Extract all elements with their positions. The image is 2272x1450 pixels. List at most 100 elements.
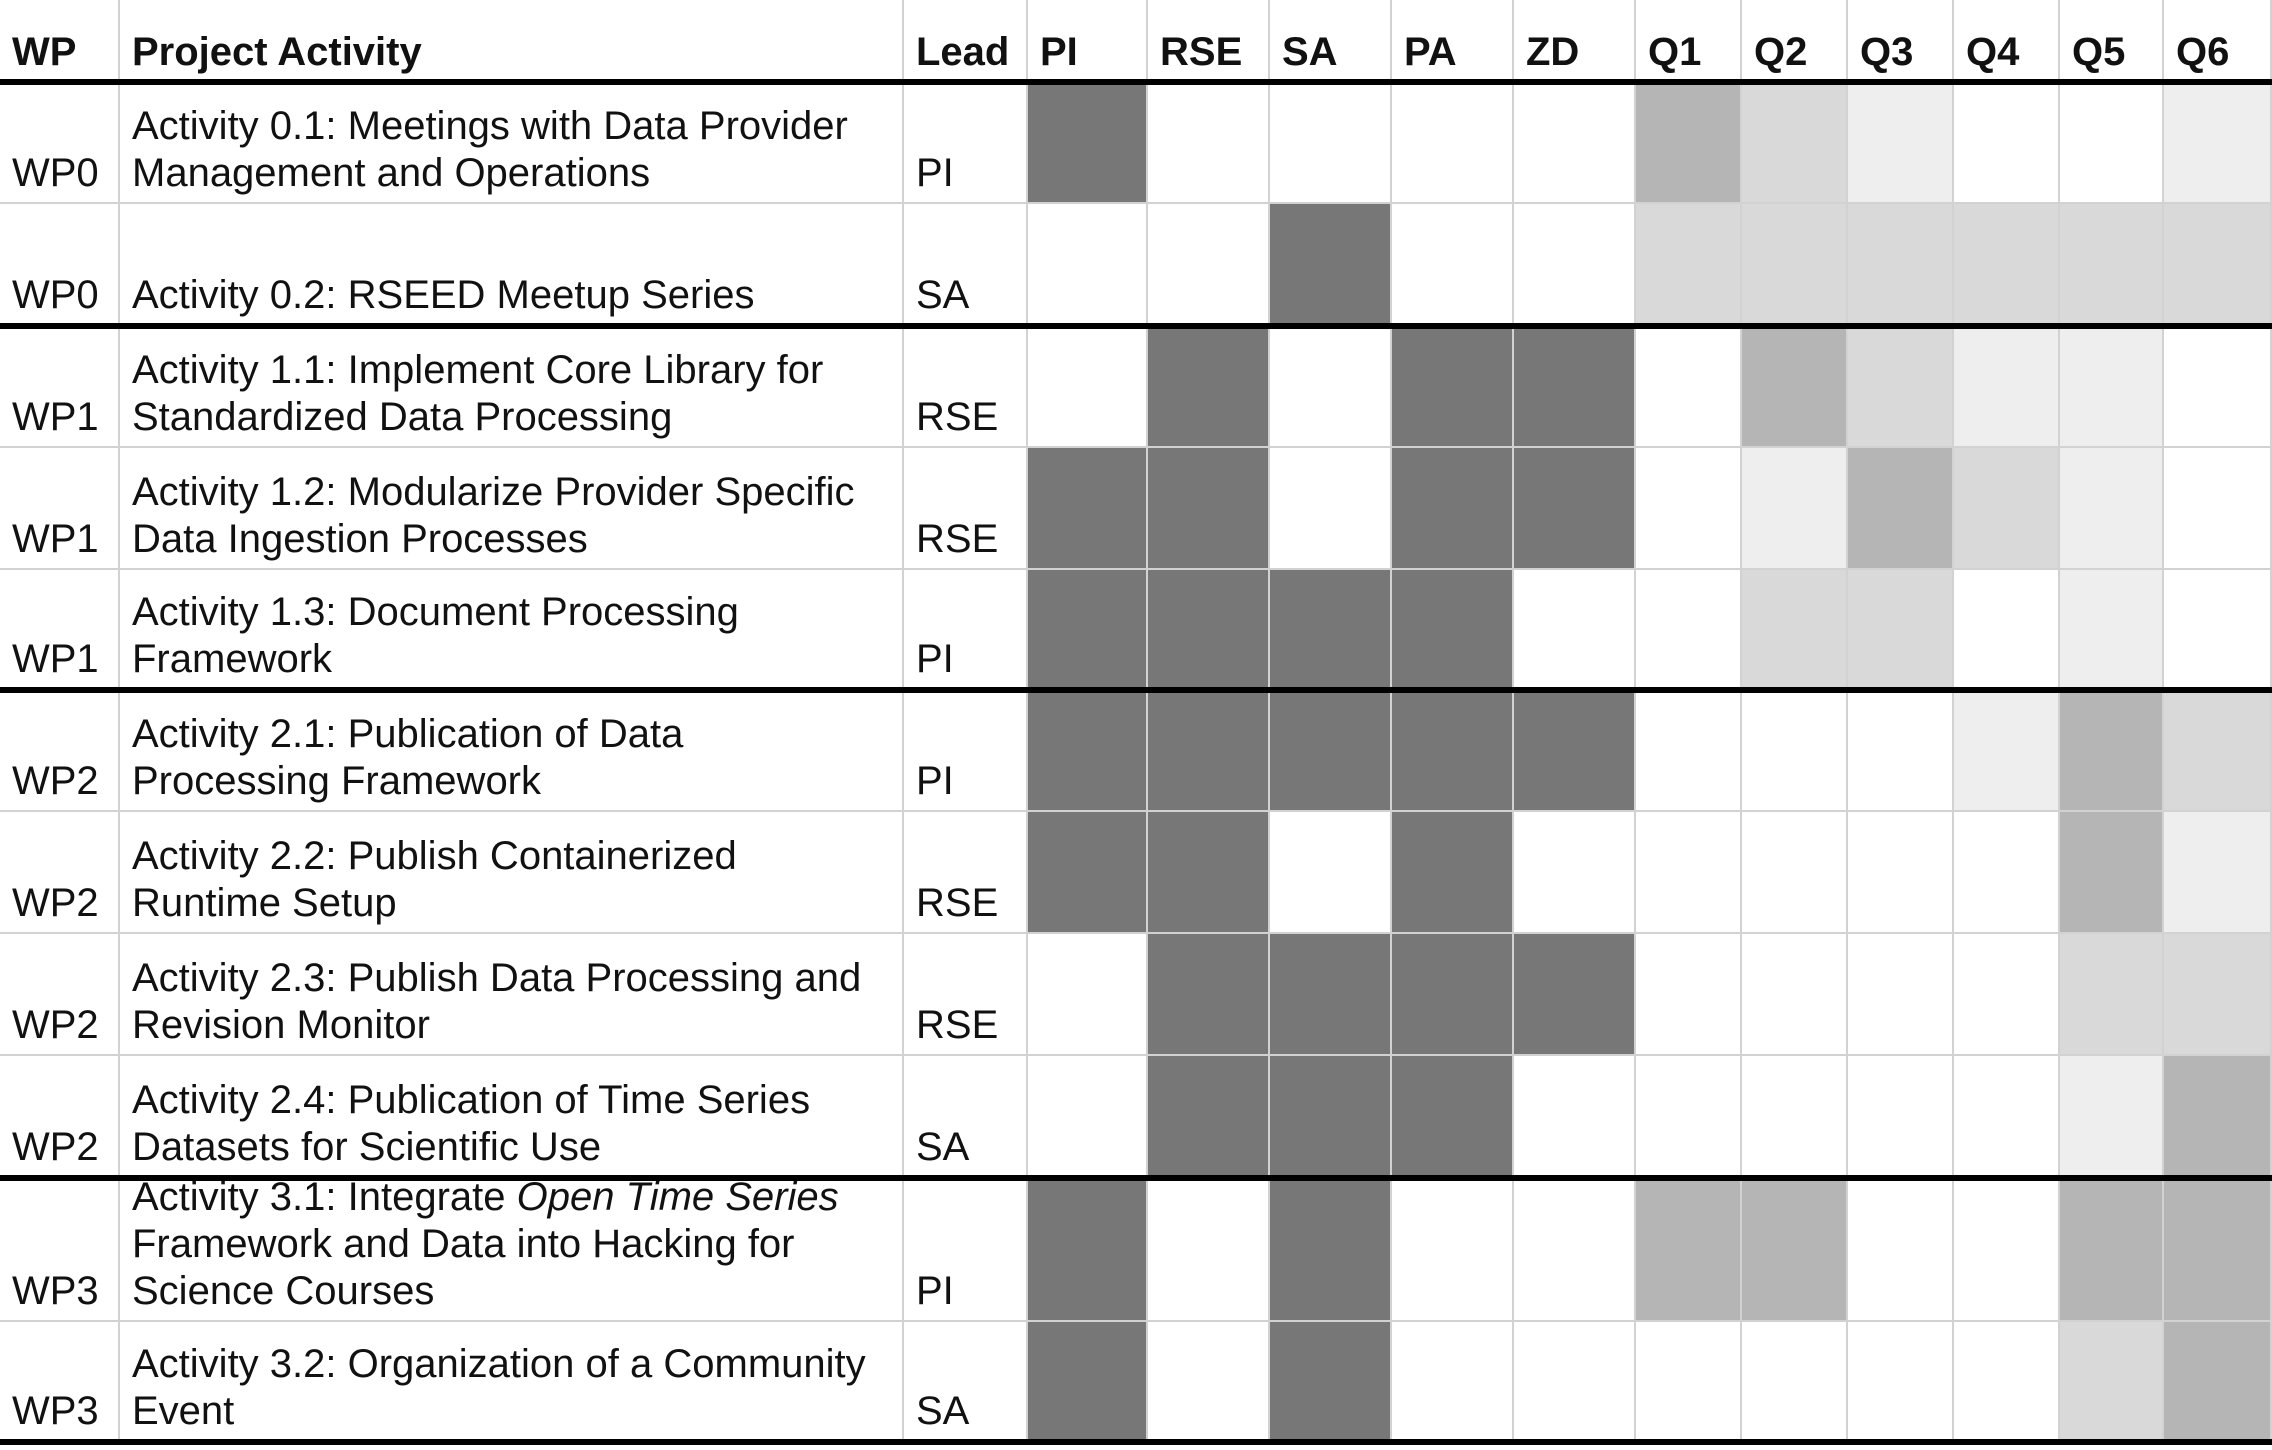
- wp-cell: WP1: [0, 326, 120, 448]
- wp-cell: WP1: [0, 570, 120, 690]
- header-cell-zd: ZD: [1514, 0, 1636, 82]
- header-label: Q5: [2072, 30, 2126, 74]
- quarter-cell-q5: [2060, 82, 2164, 204]
- quarter-cell-q3: [1848, 690, 1954, 812]
- role-cell-pa: [1392, 934, 1514, 1056]
- quarter-cell-q2: [1742, 1322, 1848, 1442]
- role-cell-zd: [1514, 1056, 1636, 1178]
- quarter-cell-q2: [1742, 448, 1848, 570]
- quarter-cell-q5: [2060, 448, 2164, 570]
- lead-cell: PI: [904, 82, 1028, 204]
- role-cell-sa: [1270, 82, 1392, 204]
- activity-cell: Activity 2.3: Publish Data Processing an…: [120, 934, 904, 1056]
- lead-label: RSE: [916, 395, 999, 439]
- section-divider: [0, 79, 2272, 85]
- wp-label: WP2: [12, 1003, 99, 1047]
- role-cell-sa: [1270, 1322, 1392, 1442]
- header-cell-wp: WP: [0, 0, 120, 82]
- activity-label: Activity 3.1: Integrate Open Time Series…: [132, 1178, 896, 1315]
- activity-label: Activity 2.4: Publication of Time Series…: [132, 1078, 811, 1169]
- lead-cell: RSE: [904, 326, 1028, 448]
- lead-label: PI: [916, 1269, 954, 1313]
- quarter-cell-q6: [2164, 1178, 2272, 1322]
- lead-cell: PI: [904, 570, 1028, 690]
- quarter-cell-q1: [1636, 204, 1742, 326]
- quarter-cell-q1: [1636, 934, 1742, 1056]
- header-label: Lead: [916, 30, 1010, 74]
- quarter-cell-q1: [1636, 1322, 1742, 1442]
- header-label: RSE: [1160, 30, 1243, 74]
- header-label: Q4: [1966, 30, 2020, 74]
- quarter-cell-q6: [2164, 1056, 2272, 1178]
- role-cell-pa: [1392, 82, 1514, 204]
- header-cell-q1: Q1: [1636, 0, 1742, 82]
- activity-label-italic: Open Time Series: [516, 1178, 839, 1219]
- role-cell-zd: [1514, 812, 1636, 934]
- header-label: PA: [1404, 30, 1457, 74]
- quarter-cell-q2: [1742, 326, 1848, 448]
- quarter-cell-q6: [2164, 82, 2272, 204]
- header-cell-lead: Lead: [904, 0, 1028, 82]
- quarter-cell-q3: [1848, 934, 1954, 1056]
- header-cell-q6: Q6: [2164, 0, 2272, 82]
- lead-cell: RSE: [904, 812, 1028, 934]
- lead-label: PI: [916, 151, 954, 195]
- activity-cell: Activity 3.2: Organization of a Communit…: [120, 1322, 904, 1442]
- quarter-cell-q6: [2164, 934, 2272, 1056]
- quarter-cell-q5: [2060, 812, 2164, 934]
- lead-label: RSE: [916, 881, 999, 925]
- quarter-cell-q2: [1742, 204, 1848, 326]
- role-cell-pi: [1028, 82, 1148, 204]
- activity-label: Activity 2.3: Publish Data Processing an…: [132, 956, 862, 1047]
- quarter-cell-q6: [2164, 1322, 2272, 1442]
- lead-label: SA: [916, 1125, 970, 1169]
- quarter-cell-q2: [1742, 1056, 1848, 1178]
- role-cell-zd: [1514, 326, 1636, 448]
- lead-cell: SA: [904, 1322, 1028, 1442]
- quarter-cell-q5: [2060, 1056, 2164, 1178]
- role-cell-pi: [1028, 934, 1148, 1056]
- role-cell-pi: [1028, 570, 1148, 690]
- lead-cell: PI: [904, 1178, 1028, 1322]
- quarter-cell-q4: [1954, 690, 2060, 812]
- quarter-cell-q3: [1848, 1056, 1954, 1178]
- role-cell-sa: [1270, 1056, 1392, 1178]
- role-cell-sa: [1270, 448, 1392, 570]
- wp-label: WP3: [12, 1389, 99, 1433]
- role-cell-rse: [1148, 326, 1270, 448]
- lead-label: PI: [916, 637, 954, 681]
- role-cell-pa: [1392, 204, 1514, 326]
- quarter-cell-q6: [2164, 326, 2272, 448]
- wp-label: WP2: [12, 759, 99, 803]
- quarter-cell-q4: [1954, 1056, 2060, 1178]
- quarter-cell-q2: [1742, 82, 1848, 204]
- quarter-cell-q3: [1848, 82, 1954, 204]
- header-cell-rse: RSE: [1148, 0, 1270, 82]
- role-cell-pa: [1392, 690, 1514, 812]
- role-cell-pa: [1392, 1322, 1514, 1442]
- role-cell-sa: [1270, 326, 1392, 448]
- lead-label: SA: [916, 273, 970, 317]
- quarter-cell-q1: [1636, 326, 1742, 448]
- wp-label: WP2: [12, 881, 99, 925]
- wp-label: WP1: [12, 395, 99, 439]
- role-cell-rse: [1148, 934, 1270, 1056]
- role-cell-rse: [1148, 82, 1270, 204]
- wp-label: WP2: [12, 1125, 99, 1169]
- quarter-cell-q5: [2060, 326, 2164, 448]
- activity-label: Activity 0.1: Meetings with Data Provide…: [132, 104, 848, 195]
- header-label: Project Activity: [132, 30, 422, 74]
- wp-cell: WP0: [0, 82, 120, 204]
- section-divider: [0, 1439, 2272, 1445]
- activity-cell: Activity 1.2: Modularize Provider Specif…: [120, 448, 904, 570]
- activity-label: Activity 1.3: Document Processing Framew…: [132, 590, 739, 681]
- section-divider: [0, 687, 2272, 693]
- quarter-cell-q4: [1954, 82, 2060, 204]
- quarter-cell-q4: [1954, 326, 2060, 448]
- quarter-cell-q3: [1848, 204, 1954, 326]
- header-cell-q3: Q3: [1848, 0, 1954, 82]
- quarter-cell-q3: [1848, 448, 1954, 570]
- role-cell-pi: [1028, 326, 1148, 448]
- role-cell-zd: [1514, 934, 1636, 1056]
